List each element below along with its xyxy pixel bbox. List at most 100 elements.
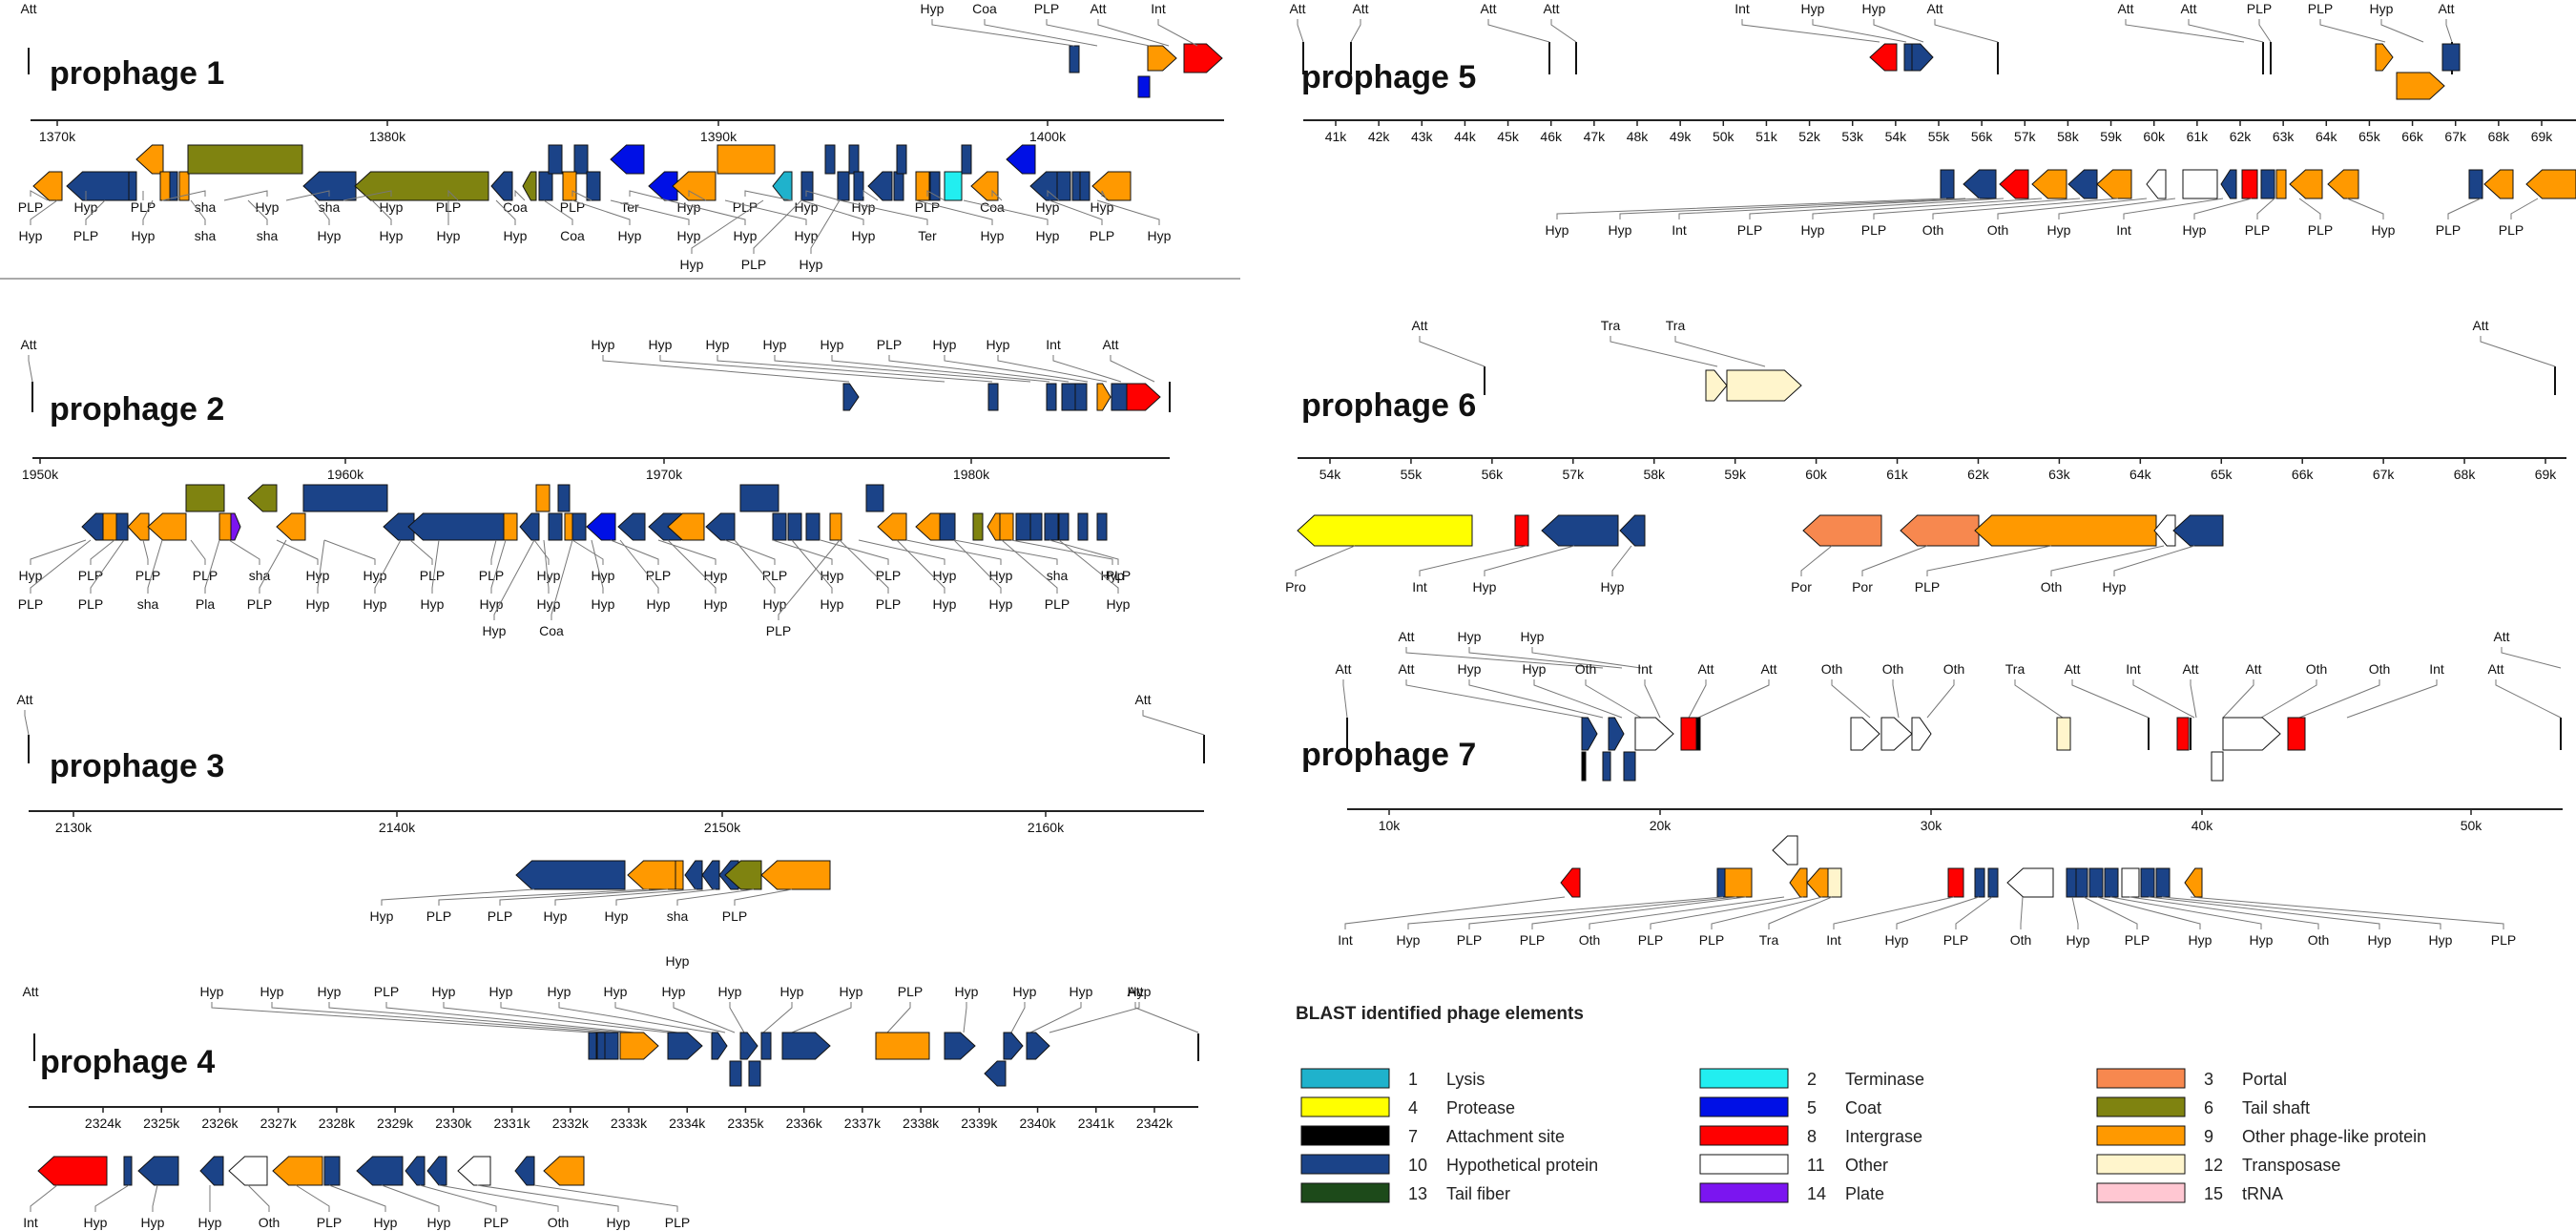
leader-line	[30, 1184, 58, 1212]
gene	[781, 1032, 831, 1060]
gene	[939, 512, 956, 541]
legend-number: 8	[1807, 1127, 1817, 1146]
leader-line	[657, 539, 717, 565]
gene	[457, 1156, 491, 1186]
gene-label: PLP	[766, 623, 791, 638]
gene	[972, 512, 984, 541]
gene	[760, 860, 831, 890]
gene-label: PLP	[877, 337, 902, 352]
gene	[1705, 369, 1728, 402]
gene-label: Att	[2182, 661, 2198, 677]
gene	[383, 512, 415, 541]
gene	[984, 1060, 1007, 1087]
gene	[1046, 383, 1057, 411]
axis-tick-label: 2330k	[435, 1116, 472, 1131]
leader-line	[1342, 679, 1348, 719]
gene-label: Tra	[2005, 661, 2025, 677]
gene-label: PLP	[374, 984, 399, 999]
leader-line	[247, 199, 268, 225]
gene	[1044, 512, 1059, 541]
gene	[717, 144, 776, 175]
gene	[1724, 867, 1753, 898]
leader-line	[90, 539, 115, 565]
legend-swatch	[1300, 1096, 1390, 1117]
leader-line	[1674, 336, 1766, 367]
axis-tick-label: 62k	[2230, 129, 2253, 144]
axis-tick-label: 54k	[1319, 467, 1342, 482]
leader-line	[1049, 539, 1119, 565]
leader-line	[1468, 679, 1604, 719]
leader-line	[724, 199, 807, 225]
gene-label: Hyp	[1070, 984, 1093, 999]
leader-line	[271, 1002, 612, 1033]
leader-line	[1926, 545, 2052, 576]
legend-number: 3	[2204, 1070, 2213, 1089]
gene	[1827, 867, 1842, 898]
leader-line	[772, 539, 833, 565]
gene	[169, 171, 178, 201]
gene-label: Hyp	[800, 257, 823, 272]
gene-label: Att	[1411, 318, 1427, 333]
leader-line	[385, 1002, 635, 1033]
axis-tick-label: 56k	[1482, 467, 1505, 482]
axis-tick-label: 64k	[2129, 467, 2152, 482]
gene	[2211, 751, 2224, 782]
gene-label: Hyp	[427, 1215, 451, 1230]
leader-line	[431, 539, 440, 594]
gene-label: Hyp	[380, 228, 404, 243]
gene-label: Hyp	[1397, 932, 1421, 948]
gene	[1091, 171, 1132, 201]
leader-line	[247, 1184, 270, 1212]
axis-tick-label: 1980k	[953, 467, 990, 482]
gene	[837, 171, 850, 201]
gene-label: Hyp	[607, 1215, 631, 1230]
gene	[272, 1156, 323, 1186]
gene-label: PLP	[426, 908, 451, 924]
leader-line	[734, 888, 793, 906]
gene	[772, 171, 793, 201]
gene	[929, 171, 941, 201]
leader-line	[543, 539, 550, 594]
leader-line	[447, 189, 459, 201]
leader-line	[2298, 679, 2380, 719]
gene	[848, 144, 860, 175]
gene	[2220, 169, 2237, 199]
gene-label: PLP	[876, 596, 901, 612]
leader-line	[1833, 896, 1955, 929]
leader-line	[1812, 198, 2043, 219]
gene	[1900, 514, 1980, 547]
gene-label: PLP	[479, 568, 504, 583]
gene	[573, 144, 589, 175]
gene	[2067, 169, 2098, 199]
gene	[2289, 169, 2323, 199]
gene	[829, 512, 842, 541]
leader-line	[30, 539, 87, 565]
gene-label: Hyp	[504, 228, 528, 243]
leader-line	[328, 1184, 386, 1212]
gene-label: Hyp	[2067, 932, 2090, 948]
gene	[247, 484, 278, 512]
gene	[1716, 867, 1726, 898]
leader-line	[2447, 198, 2482, 219]
gene	[228, 1156, 268, 1186]
gene-label: Hyp	[437, 228, 461, 243]
gene	[1974, 514, 2157, 547]
gene	[604, 1032, 619, 1060]
leader-line	[419, 1184, 497, 1212]
axis-tick-label: 2328k	[319, 1116, 356, 1131]
gene	[667, 1032, 703, 1060]
leader-line	[190, 199, 206, 225]
gene-label: Hyp	[432, 984, 456, 999]
leader-line	[2020, 896, 2024, 929]
gene	[1623, 751, 1636, 782]
leader-line	[204, 539, 220, 594]
axis-tick-label: 2335k	[727, 1116, 764, 1131]
gene-label: Int	[2429, 661, 2444, 677]
leader-line	[2050, 545, 2165, 576]
axis-tick-label: 48k	[1627, 129, 1650, 144]
legend-number: 7	[1408, 1127, 1418, 1146]
leader-line	[2148, 896, 2380, 929]
leader-line	[963, 199, 1049, 225]
axis-tick-label: 68k	[2488, 129, 2511, 144]
leader-line	[1531, 647, 1642, 669]
